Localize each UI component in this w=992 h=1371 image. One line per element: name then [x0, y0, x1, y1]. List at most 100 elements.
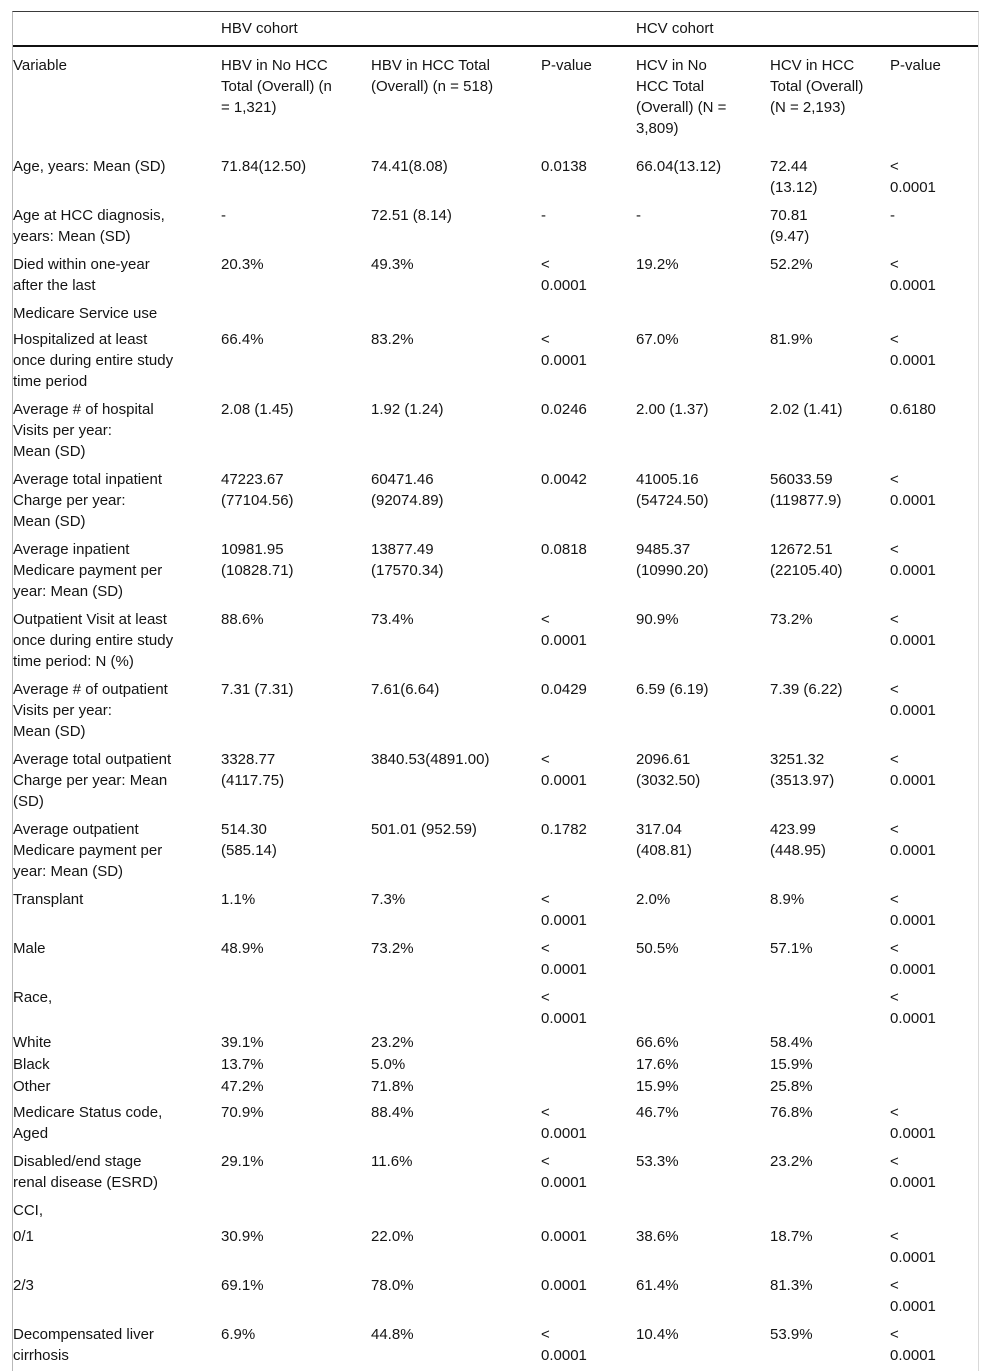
cell-hbv-hcc: 5.0% [371, 1056, 406, 1073]
cell-pvalue-hcv: < 0.0001 [890, 158, 936, 196]
cell-hbv-no-hcc: 88.6% [221, 611, 264, 628]
cell-hcv-hcc: 23.2% [770, 1153, 813, 1170]
row-label: Outpatient Visit at least once during en… [13, 611, 174, 670]
table-row: Race, < 0.0001 < 0.0001 [13, 982, 978, 1031]
column-header-variable: Variable [13, 57, 67, 74]
cell-hbv-hcc [371, 987, 541, 1029]
row-label: Age at HCC diagnosis, years: Mean (SD) [13, 207, 165, 245]
row-label: Average inpatient Medicare payment per y… [13, 541, 163, 600]
cell-hbv-hcc [371, 1200, 541, 1221]
row-label: Transplant [13, 891, 84, 908]
cell-pvalue-hbv: < 0.0001 [541, 611, 587, 649]
table-row: Average # of outpatient Visits per year:… [13, 674, 978, 744]
row-label: Average # of hospital Visits per year: M… [13, 401, 154, 460]
cell-hcv-hcc: 70.81 (9.47) [770, 207, 810, 245]
table-row: Disabled/end stage renal disease (ESRD) 2… [13, 1146, 978, 1195]
cell-pvalue-hcv [890, 303, 970, 324]
cell-hcv-hcc [770, 987, 890, 1029]
cell-hbv-hcc: 501.01 (952.59) [371, 821, 477, 838]
cell-pvalue-hbv [541, 303, 636, 324]
cell-hcv-no-hcc: 15.9% [636, 1078, 679, 1095]
cell-pvalue-hbv: 0.0001 [541, 1228, 587, 1245]
row-label: Black [13, 1056, 50, 1073]
cell-hbv-no-hcc: 29.1% [221, 1153, 264, 1170]
cell-pvalue-hcv: - [890, 207, 895, 224]
cell-pvalue-hbv: < 0.0001 [541, 1104, 587, 1142]
cell-hcv-hcc: 76.8% [770, 1104, 813, 1121]
row-label: Male [13, 940, 46, 957]
cell-pvalue-hcv [890, 1076, 970, 1097]
cell-hcv-hcc: 81.3% [770, 1277, 813, 1294]
cell-hbv-no-hcc: 66.4% [221, 331, 264, 348]
cell-hcv-no-hcc: 53.3% [636, 1153, 679, 1170]
row-label: Average total outpatient Charge per year… [13, 751, 172, 810]
cell-hcv-hcc: 81.9% [770, 331, 813, 348]
cell-hcv-no-hcc: 61.4% [636, 1277, 679, 1294]
cell-hcv-hcc: 18.7% [770, 1228, 813, 1245]
table-row: Age at HCC diagnosis, years: Mean (SD) - 7… [13, 200, 978, 249]
cell-pvalue-hcv: < 0.0001 [890, 821, 936, 859]
row-label: Other [13, 1078, 51, 1095]
row-label: 0/1 [13, 1228, 34, 1245]
cell-hbv-hcc: 74.41(8.08) [371, 158, 448, 175]
cell-hbv-no-hcc: 13.7% [221, 1056, 264, 1073]
cell-hcv-no-hcc: 38.6% [636, 1228, 679, 1245]
group-header-hcv-cohort: HCV cohort [636, 20, 714, 37]
table-row: Transplant 1.1% 7.3% < 0.0001 2.0% 8.9% < 0.00… [13, 884, 978, 933]
cell-pvalue-hbv: < 0.0001 [541, 989, 587, 1027]
group-header-spacer [541, 18, 636, 39]
table-row: Average outpatient Medicare payment per … [13, 814, 978, 884]
cell-hbv-hcc: 44.8% [371, 1326, 414, 1343]
table-row: Died within one-year after the last 20.3%… [13, 249, 978, 298]
cell-hcv-no-hcc: 66.04(13.12) [636, 158, 722, 175]
group-header-spacer [770, 18, 890, 39]
cell-hcv-no-hcc [636, 987, 770, 1029]
cell-hcv-no-hcc: 17.6% [636, 1056, 679, 1073]
table-row: Medicare Status code, Aged 70.9% 88.4% < 0.… [13, 1097, 978, 1146]
cell-hcv-no-hcc: 46.7% [636, 1104, 679, 1121]
cell-hbv-hcc: 11.6% [371, 1153, 413, 1170]
cell-hbv-no-hcc: 1.1% [221, 891, 256, 908]
cell-hcv-no-hcc: 2096.61 (3032.50) [636, 751, 701, 789]
table-row: Other 47.2% 71.8% 15.9% 25.8% [13, 1075, 978, 1097]
column-header-hbv-hcc: HBV in HCC Total (Overall) (n = 518) [371, 57, 494, 95]
cell-hbv-no-hcc: 70.9% [221, 1104, 264, 1121]
table-row: Average total inpatient Charge per year:… [13, 464, 978, 534]
cell-hbv-hcc: 73.4% [371, 611, 414, 628]
cell-hbv-hcc: 1.92 (1.24) [371, 401, 444, 418]
cell-hcv-no-hcc: 2.00 (1.37) [636, 401, 709, 418]
row-label: Race, [13, 989, 53, 1006]
cell-pvalue-hbv: < 0.0001 [541, 891, 587, 929]
row-label: Disabled/end stage renal disease (ESRD) [13, 1153, 159, 1191]
cell-pvalue-hbv: 0.0042 [541, 471, 587, 488]
cell-hbv-hcc: 23.2% [371, 1034, 414, 1051]
cell-hbv-hcc: 72.51 (8.14) [371, 207, 452, 224]
cell-hcv-hcc: 423.99 (448.95) [770, 821, 826, 859]
cell-hbv-hcc: 3840.53(4891.00) [371, 751, 490, 768]
cell-pvalue-hbv [541, 1076, 636, 1097]
cell-hbv-no-hcc: 48.9% [221, 940, 264, 957]
column-header-pvalue-hbv: P-value [541, 57, 592, 74]
cell-pvalue-hbv: < 0.0001 [541, 256, 587, 294]
cell-hcv-hcc: 56033.59 (119877.9) [770, 471, 842, 509]
group-header-spacer [890, 18, 970, 39]
cell-hcv-hcc: 58.4% [770, 1034, 813, 1051]
cell-hbv-no-hcc: 7.31 (7.31) [221, 681, 294, 698]
cell-pvalue-hbv [541, 1200, 636, 1221]
cell-hbv-hcc: 60471.46 (92074.89) [371, 471, 444, 509]
cell-hbv-no-hcc: 30.9% [221, 1228, 264, 1245]
table-row: 2/3 69.1% 78.0% 0.0001 61.4% 81.3% < 0.0001 [13, 1270, 978, 1319]
cell-hcv-no-hcc: 67.0% [636, 331, 679, 348]
cell-hbv-hcc: 83.2% [371, 331, 414, 348]
cell-pvalue-hcv: < 0.0001 [890, 1153, 936, 1191]
table-row: Hospitalized at least once during entire… [13, 324, 978, 394]
cell-hcv-hcc: 57.1% [770, 940, 813, 957]
cell-pvalue-hbv: < 0.0001 [541, 940, 587, 978]
row-label: Age, years: Mean (SD) [13, 158, 166, 175]
cell-hcv-no-hcc: 90.9% [636, 611, 679, 628]
cell-hcv-hcc: 52.2% [770, 256, 813, 273]
cell-pvalue-hbv: < 0.0001 [541, 1153, 587, 1191]
cell-hcv-no-hcc: 66.6% [636, 1034, 679, 1051]
cell-hbv-no-hcc [221, 1200, 371, 1221]
column-header-hcv-hcc: HCV in HCC Total (Overall) (N = 2,193) [770, 57, 864, 116]
